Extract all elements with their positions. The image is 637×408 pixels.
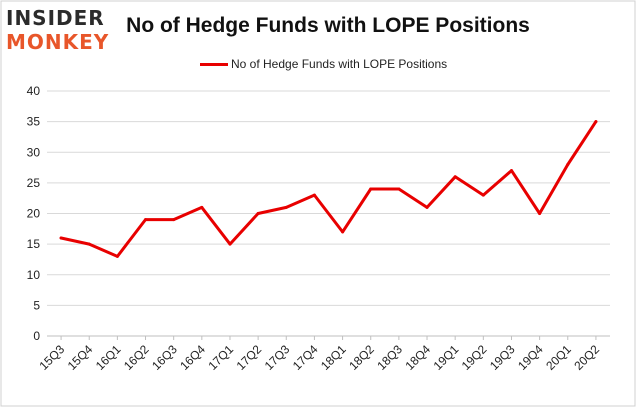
x-tick-label: 17Q2 — [234, 342, 265, 373]
data-point — [509, 169, 513, 173]
data-point — [144, 218, 148, 222]
data-point — [397, 187, 401, 191]
y-tick-label: 10 — [27, 268, 41, 282]
y-tick-label: 30 — [27, 145, 41, 159]
x-tick-label: 15Q3 — [37, 342, 68, 373]
grid — [47, 90, 610, 337]
x-tick-label: 17Q4 — [290, 342, 321, 373]
x-tick-label: 16Q4 — [177, 342, 208, 373]
x-tick-label: 16Q1 — [93, 342, 124, 373]
x-axis-ticks: 15Q315Q416Q116Q216Q316Q417Q117Q217Q317Q4… — [37, 336, 602, 373]
insider-monkey-logo: INSIDER MONKEY — [6, 6, 118, 56]
data-point — [284, 205, 288, 209]
y-tick-label: 35 — [27, 115, 41, 129]
legend-label: No of Hedge Funds with LOPE Positions — [231, 57, 448, 71]
logo-line1: INSIDER — [6, 6, 105, 30]
data-point — [115, 254, 119, 258]
x-tick-label: 18Q4 — [402, 342, 433, 373]
data-point — [228, 242, 232, 246]
legend: No of Hedge Funds with LOPE Positions — [200, 56, 447, 72]
legend-swatch — [200, 62, 228, 66]
x-tick-label: 18Q1 — [318, 342, 349, 373]
x-tick-label: 18Q2 — [346, 342, 377, 373]
x-tick-label: 18Q3 — [374, 342, 405, 373]
x-tick-label: 17Q3 — [262, 342, 293, 373]
x-tick-label: 16Q2 — [121, 342, 152, 373]
series-line — [59, 120, 598, 258]
data-point — [172, 218, 176, 222]
x-tick-label: 20Q1 — [543, 342, 574, 373]
chart-title: No of Hedge Funds with LOPE Positions — [126, 14, 530, 37]
series-layer — [59, 120, 598, 258]
data-point — [425, 205, 429, 209]
data-point — [200, 205, 204, 209]
y-tick-label: 25 — [27, 176, 41, 190]
x-tick-label: 16Q3 — [149, 342, 180, 373]
y-tick-label: 20 — [27, 207, 41, 221]
y-tick-label: 15 — [27, 237, 41, 251]
x-tick-label: 19Q1 — [431, 342, 462, 373]
x-tick-label: 19Q3 — [487, 342, 518, 373]
data-point — [453, 175, 457, 179]
x-tick-label: 17Q1 — [205, 342, 236, 373]
data-point — [566, 163, 570, 166]
y-tick-label: 0 — [33, 329, 40, 343]
data-point — [369, 187, 373, 191]
y-tick-label: 40 — [27, 84, 41, 98]
data-point — [256, 212, 260, 215]
y-axis-ticks: 0 5 10 15 20 25 30 35 40 — [27, 84, 41, 343]
x-tick-label: 19Q2 — [459, 342, 490, 373]
x-tick-label: 15Q4 — [65, 342, 96, 373]
logo-line2: MONKEY — [6, 30, 110, 54]
data-point — [312, 193, 316, 197]
data-point — [341, 230, 345, 234]
x-tick-label: 20Q2 — [571, 342, 602, 373]
data-point — [481, 193, 485, 197]
y-tick-label: 5 — [33, 298, 40, 312]
data-point — [59, 236, 63, 240]
x-tick-label: 19Q4 — [515, 342, 546, 373]
data-point — [594, 120, 598, 124]
data-point — [87, 242, 91, 246]
data-point — [538, 212, 542, 215]
